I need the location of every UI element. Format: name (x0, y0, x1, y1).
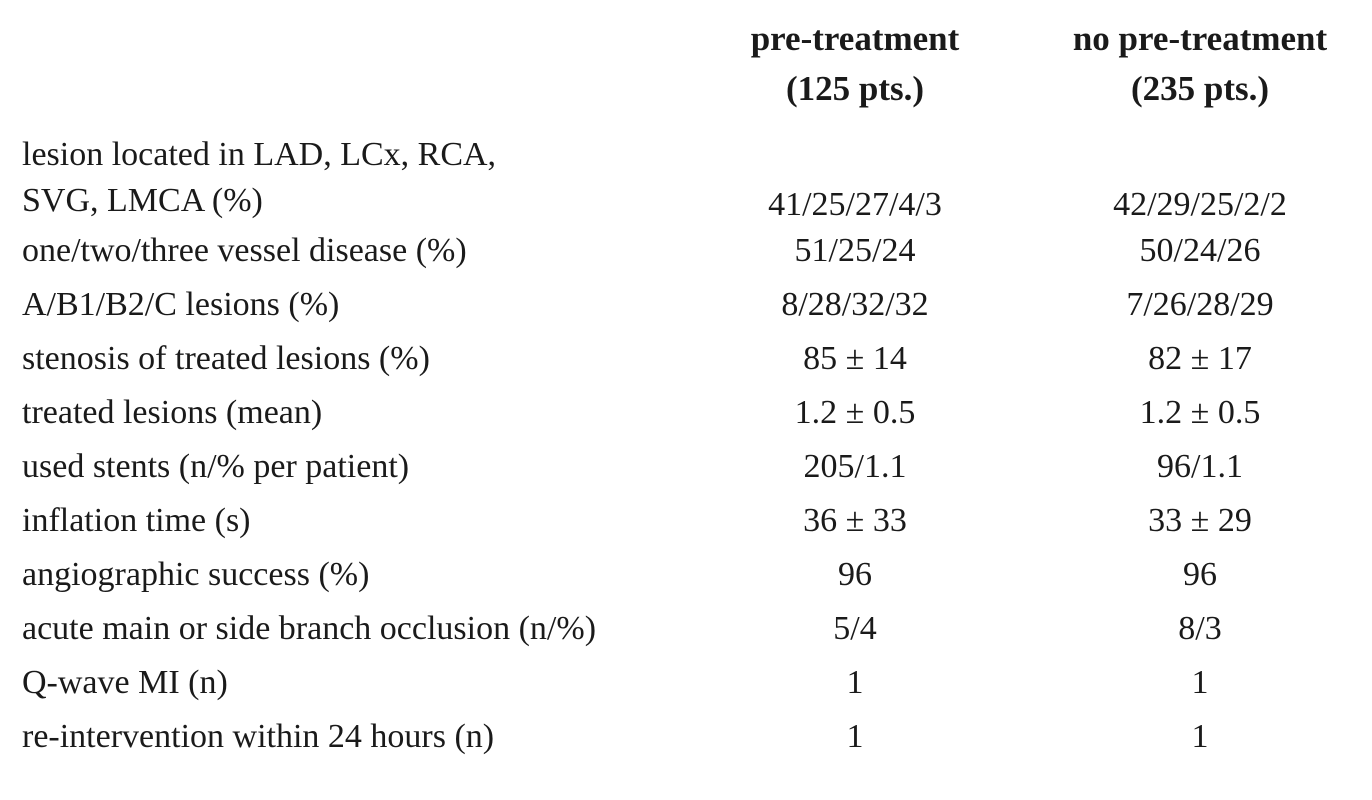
row-label: re-intervention within 24 hours (n) (22, 718, 495, 755)
table-row: used stents (n/% per patient) 205/1.1 96… (0, 442, 1372, 492)
cell-pre-treatment: 1 (846, 664, 864, 701)
cell-pre-treatment: 205/1.1 (803, 448, 907, 485)
cell-no-pre-treatment: 96 (1183, 556, 1217, 593)
cell-pre-treatment: 36 ± 33 (803, 502, 907, 539)
row-label: Q-wave MI (n) (22, 664, 228, 701)
table-row: one/two/three vessel disease (%) 51/25/2… (0, 226, 1372, 276)
column-header-title: pre-treatment (750, 19, 960, 58)
table-row: treated lesions (mean) 1.2 ± 0.5 1.2 ± 0… (0, 388, 1372, 438)
table-row: A/B1/B2/C lesions (%) 8/28/32/32 7/26/28… (0, 280, 1372, 330)
cell-pre-treatment: 8/28/32/32 (781, 286, 929, 323)
row-label: stenosis of treated lesions (%) (22, 340, 430, 377)
cell-pre-treatment: 1 (846, 718, 864, 755)
row-label: treated lesions (mean) (22, 394, 323, 431)
row-label: lesion located in LAD, LCx, RCA, SVG, LM… (22, 132, 496, 224)
cell-pre-treatment: 1.2 ± 0.5 (794, 394, 916, 431)
cell-no-pre-treatment: 1.2 ± 0.5 (1139, 394, 1261, 431)
cell-no-pre-treatment: 82 ± 17 (1148, 340, 1252, 377)
column-header-title: no pre-treatment (1072, 19, 1328, 58)
row-label: A/B1/B2/C lesions (%) (22, 286, 340, 323)
column-header-pre-treatment: pre-treatment (125 pts.) (720, 14, 990, 114)
cell-no-pre-treatment: 7/26/28/29 (1126, 286, 1274, 323)
cell-pre-treatment: 96 (838, 556, 872, 593)
column-header-count: (125 pts.) (785, 69, 925, 108)
row-label: used stents (n/% per patient) (22, 448, 410, 485)
table-row: Q-wave MI (n) 1 1 (0, 658, 1372, 708)
table-row: lesion located in LAD, LCx, RCA, SVG, LM… (0, 130, 1372, 230)
table-row: stenosis of treated lesions (%) 85 ± 14 … (0, 334, 1372, 384)
column-header-count: (235 pts.) (1130, 69, 1270, 108)
cell-no-pre-treatment: 8/3 (1178, 610, 1222, 647)
column-header-no-pre-treatment: no pre-treatment (235 pts.) (1045, 14, 1355, 114)
row-label-line: SVG, LMCA (%) (22, 182, 263, 219)
cell-no-pre-treatment: 1 (1191, 664, 1209, 701)
cell-no-pre-treatment: 50/24/26 (1139, 232, 1261, 269)
cell-no-pre-treatment: 1 (1191, 718, 1209, 755)
row-label: one/two/three vessel disease (%) (22, 232, 467, 269)
row-label: inflation time (s) (22, 502, 251, 539)
cell-pre-treatment: 5/4 (833, 610, 877, 647)
cell-no-pre-treatment: 33 ± 29 (1148, 502, 1252, 539)
cell-pre-treatment: 85 ± 14 (803, 340, 907, 377)
row-label-line: lesion located in LAD, LCx, RCA, (22, 136, 497, 173)
cell-pre-treatment: 41/25/27/4/3 (768, 186, 942, 223)
table-row: re-intervention within 24 hours (n) 1 1 (0, 712, 1372, 762)
table-row: acute main or side branch occlusion (n/%… (0, 604, 1372, 654)
table-row: inflation time (s) 36 ± 33 33 ± 29 (0, 496, 1372, 546)
row-label: angiographic success (%) (22, 556, 370, 593)
cell-pre-treatment: 51/25/24 (794, 232, 916, 269)
cell-no-pre-treatment: 96/1.1 (1157, 448, 1243, 485)
row-label: acute main or side branch occlusion (n/%… (22, 610, 597, 647)
table-row: angiographic success (%) 96 96 (0, 550, 1372, 600)
cell-no-pre-treatment: 42/29/25/2/2 (1113, 186, 1287, 223)
